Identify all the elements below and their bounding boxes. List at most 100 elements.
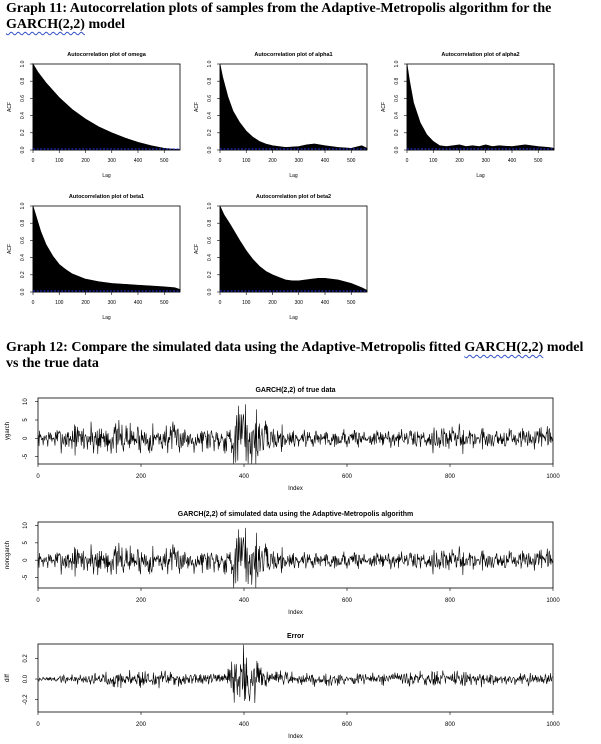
acf-area xyxy=(219,63,368,151)
y-tick-label: 10 xyxy=(23,398,29,405)
y-axis-label: ACF xyxy=(194,244,200,254)
graph11-heading-model: GARCH(2,2) xyxy=(6,17,85,32)
x-tick-label: 0 xyxy=(219,300,222,306)
chart-8: Error Index diff 0 200 400 600 800 1000 -0.2 0.0 0.… xyxy=(5,633,560,740)
chart-title: Autocorrelation plot of omega xyxy=(67,52,146,58)
y-tick-label: 0.2 xyxy=(207,271,213,278)
x-tick-label: 200 xyxy=(81,158,90,164)
x-tick-label: 0 xyxy=(406,158,409,164)
graph12-heading-suffix: model vs the true data xyxy=(6,340,584,371)
x-axis-label: Lag xyxy=(289,173,298,179)
x-tick-label: 500 xyxy=(160,300,169,306)
chart-title: GARCH(2,2) of simulated data using the A… xyxy=(178,511,413,518)
x-tick-label: 400 xyxy=(134,300,143,306)
y-tick-label: 0.4 xyxy=(394,112,400,119)
x-tick-label: 300 xyxy=(108,300,117,306)
y-tick-label: 0.8 xyxy=(20,78,26,85)
y-axis-label: ACF xyxy=(381,102,387,112)
x-tick-label: 200 xyxy=(136,598,147,604)
x-tick-label: 400 xyxy=(239,474,250,480)
x-axis-label: Lag xyxy=(102,173,111,179)
y-tick-label: 1.0 xyxy=(20,60,26,67)
y-tick-label: 0.2 xyxy=(20,271,26,278)
x-tick-label: 200 xyxy=(455,158,464,164)
plot-frame xyxy=(37,397,554,465)
x-tick-label: 100 xyxy=(55,300,64,306)
x-tick-label: 800 xyxy=(445,722,456,728)
graph11-heading: Graph 11: Autocorrelation plots of sampl… xyxy=(6,1,586,33)
chart-1: Autocorrelation plot of omega Lag ACF 0 100 2… xyxy=(7,52,181,179)
x-tick-label: 400 xyxy=(239,598,250,604)
x-tick-label: 0 xyxy=(32,158,35,164)
y-tick-label: 0.0 xyxy=(207,146,213,153)
y-axis-label: ACF xyxy=(7,244,13,254)
y-tick-label: 0.4 xyxy=(207,112,213,119)
graph11-heading-prefix: Graph 11: Autocorrelation plots of sampl… xyxy=(6,1,552,16)
y-tick-label: 0.6 xyxy=(20,237,26,244)
chart-title: GARCH(2,2) of true data xyxy=(255,387,335,394)
chart-title: Autocorrelation plot of alpha2 xyxy=(441,52,519,58)
y-tick-label: 1.0 xyxy=(20,202,26,209)
y-axis-label: noncgarch xyxy=(5,541,11,569)
y-tick-label: 0.0 xyxy=(394,146,400,153)
y-tick-label: 0.0 xyxy=(20,146,26,153)
x-tick-label: 0 xyxy=(32,300,35,306)
x-axis-label: Index xyxy=(288,734,303,740)
x-tick-label: 200 xyxy=(136,474,147,480)
chart-title: Autocorrelation plot of alpha1 xyxy=(254,52,332,58)
chart-7: GARCH(2,2) of simulated data using the A… xyxy=(5,511,560,616)
acf-area xyxy=(32,62,181,151)
x-tick-label: 400 xyxy=(239,722,250,728)
chart-title: Autocorrelation plot of beta1 xyxy=(69,194,144,200)
x-tick-label: 1000 xyxy=(546,474,560,480)
x-tick-label: 200 xyxy=(136,722,147,728)
x-tick-label: 500 xyxy=(347,300,356,306)
chart-4: Autocorrelation plot of beta1 Lag ACF 0 100 2… xyxy=(7,194,181,321)
y-tick-label: 0.8 xyxy=(207,220,213,227)
x-tick-label: 300 xyxy=(482,158,491,164)
x-tick-label: 400 xyxy=(134,158,143,164)
series-line xyxy=(37,404,553,464)
chart-6: GARCH(2,2) of true data Index ygarch 0 200 40… xyxy=(5,387,560,492)
x-tick-label: 300 xyxy=(295,300,304,306)
y-tick-label: 0 xyxy=(23,436,29,440)
y-tick-label: 0.0 xyxy=(207,288,213,295)
acf-area xyxy=(406,63,555,151)
y-tick-label: 0.0 xyxy=(20,288,26,295)
series-line xyxy=(37,527,553,588)
y-tick-label: 0.2 xyxy=(20,129,26,136)
plot-frame xyxy=(37,521,554,589)
x-tick-label: 500 xyxy=(160,158,169,164)
x-tick-label: 1000 xyxy=(546,722,560,728)
chart-title: Autocorrelation plot of beta2 xyxy=(256,194,331,200)
y-tick-label: 0.0 xyxy=(23,674,29,683)
y-tick-label: 10 xyxy=(23,521,29,528)
y-tick-label: 0.8 xyxy=(20,220,26,227)
y-tick-label: 1.0 xyxy=(207,60,213,67)
x-tick-label: 400 xyxy=(508,158,517,164)
series-line xyxy=(37,644,553,704)
plot-frame xyxy=(37,643,554,713)
x-axis-label: Index xyxy=(288,610,303,616)
x-tick-label: 0 xyxy=(219,158,222,164)
x-tick-label: 600 xyxy=(342,598,353,604)
x-tick-label: 800 xyxy=(445,598,456,604)
x-tick-label: 200 xyxy=(81,300,90,306)
y-tick-label: 0.6 xyxy=(207,95,213,102)
y-tick-label: 0.2 xyxy=(207,129,213,136)
y-tick-label: 0 xyxy=(23,558,29,562)
y-axis-label: ACF xyxy=(194,102,200,112)
chart-3: Autocorrelation plot of alpha2 Lag ACF 0 100… xyxy=(381,52,555,179)
y-tick-label: 0.6 xyxy=(207,237,213,244)
x-tick-label: 500 xyxy=(347,158,356,164)
y-tick-label: -5 xyxy=(23,574,29,580)
x-axis-label: Lag xyxy=(476,173,485,179)
x-axis-label: Lag xyxy=(102,315,111,321)
x-tick-label: 100 xyxy=(429,158,438,164)
y-axis-label: diff xyxy=(5,674,11,682)
chart-2: Autocorrelation plot of alpha1 Lag ACF 0 100… xyxy=(194,52,368,179)
x-tick-label: 100 xyxy=(242,158,251,164)
y-tick-label: 1.0 xyxy=(394,60,400,67)
x-tick-label: 100 xyxy=(55,158,64,164)
